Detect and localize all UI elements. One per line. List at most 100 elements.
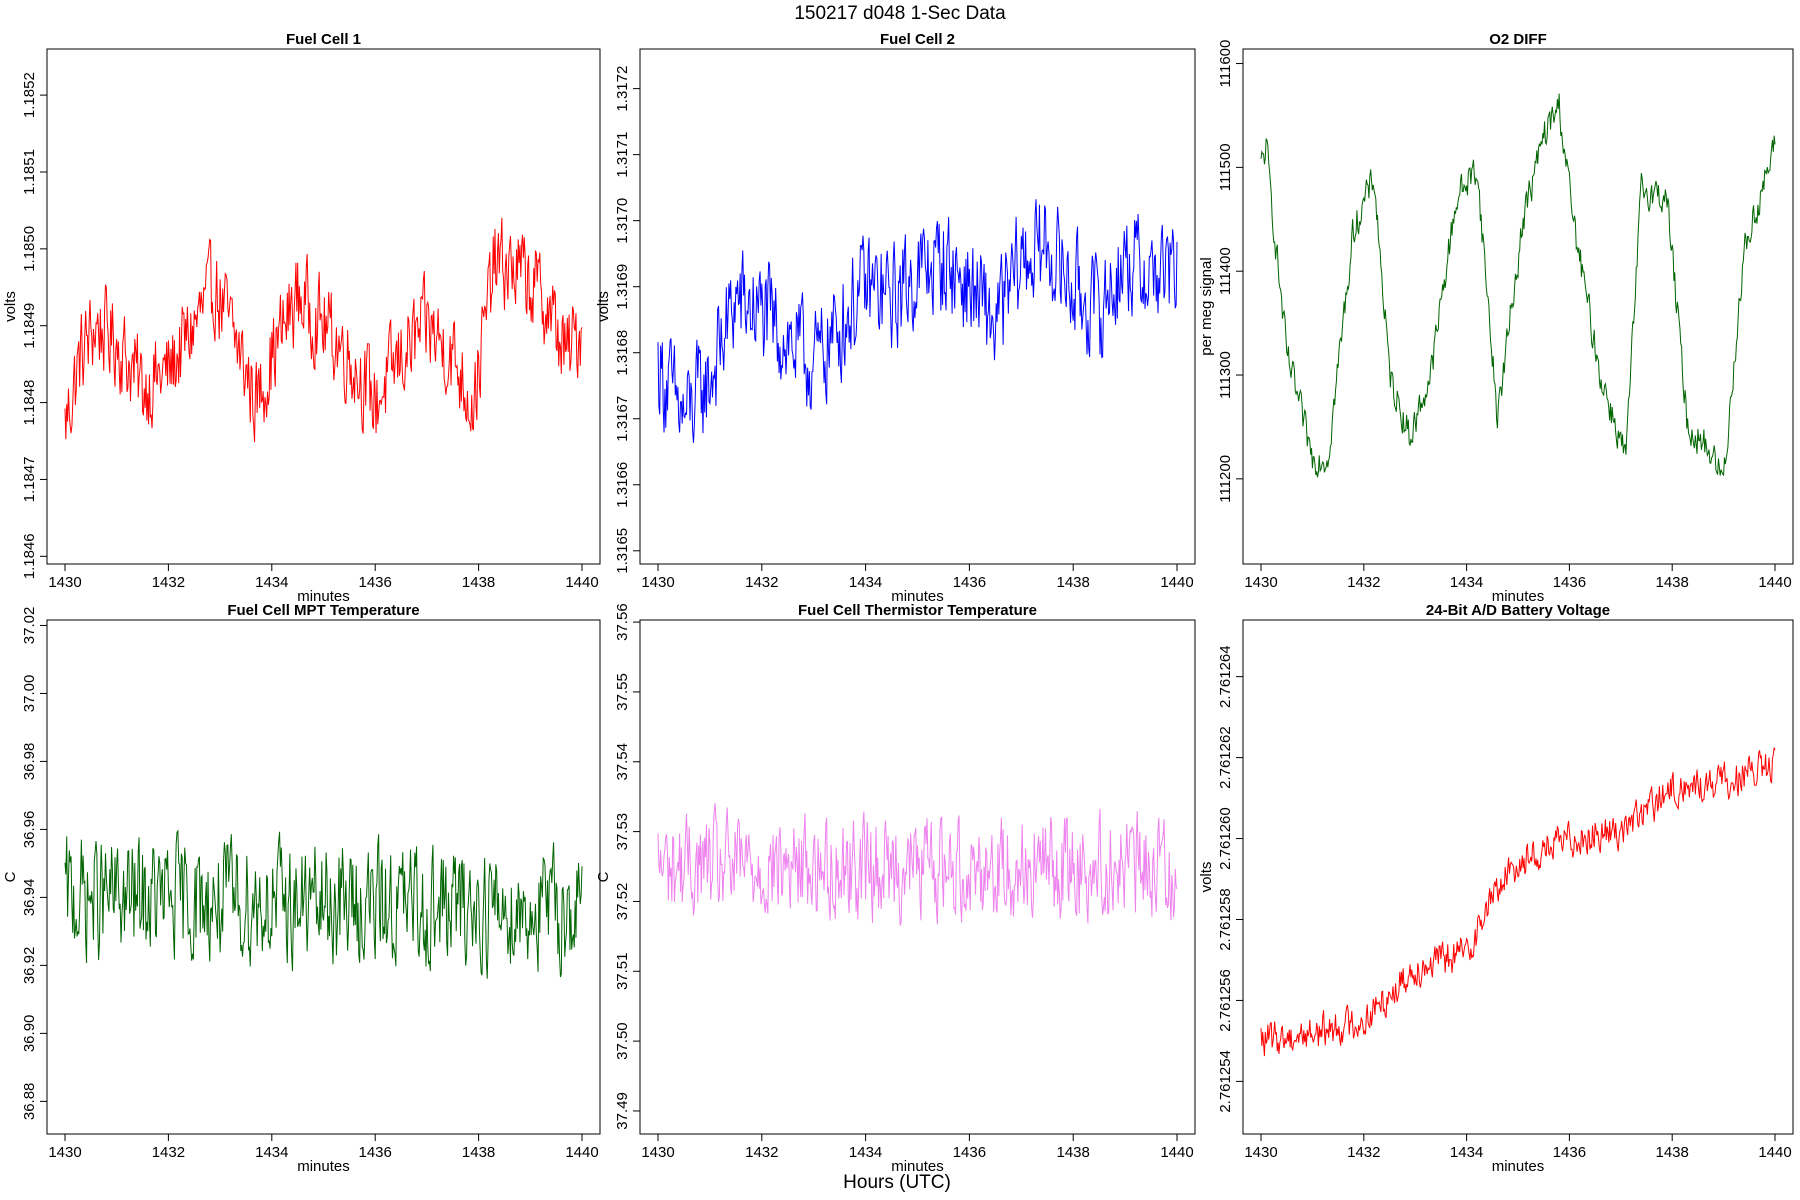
y-tick-label: 37.55 (614, 673, 631, 711)
y-tick-label: 36.98 (21, 743, 38, 781)
chart-panel-1: Fuel Cell 1 1430 1432 1434 1436 1438 1440 minut… (2, 31, 601, 605)
series-line (64, 829, 583, 979)
x-tick-label: 1434 (255, 1144, 288, 1161)
x-tick-label: 1432 (745, 1144, 778, 1161)
x-tick-label: 1434 (1450, 574, 1483, 591)
y-tick-label: 2.761254 (1217, 1050, 1234, 1113)
y-axis-label: C (2, 871, 19, 882)
chart-panel-6: 24-Bit A/D Battery Voltage 1430 1432 1434 14… (1198, 602, 1794, 1175)
x-tick-label: 1434 (849, 1144, 882, 1161)
y-tick-label: 37.52 (614, 883, 631, 921)
x-axis-label: minutes (1492, 588, 1545, 605)
x-tick-label: 1438 (1656, 1144, 1689, 1161)
x-tick-label: 1440 (565, 1144, 598, 1161)
x-tick-label: 1430 (641, 574, 674, 591)
y-axis-label: volts (595, 291, 612, 322)
y-tick-label: 111500 (1217, 143, 1234, 191)
y-tick-label: 2.761262 (1217, 726, 1234, 789)
x-tick-label: 1438 (462, 1144, 495, 1161)
y-tick-label: 36.92 (21, 947, 38, 985)
chart-panel-3: O2 DIFF 1430 1432 1434 1436 1438 1440 minutes 11… (1198, 31, 1794, 605)
x-tick-label: 1430 (48, 1144, 81, 1161)
y-tick-label: 37.02 (21, 607, 38, 645)
x-axis-label: minutes (891, 588, 944, 605)
x-tick-label: 1440 (1160, 574, 1193, 591)
x-tick-label: 1436 (953, 1144, 986, 1161)
series-line (64, 217, 583, 443)
y-tick-label: 37.53 (614, 813, 631, 851)
x-tick-label: 1432 (745, 574, 778, 591)
y-tick-label: 1.1852 (21, 72, 38, 118)
y-tick-label: 1.3172 (614, 66, 631, 112)
x-tick-label: 1430 (1244, 1144, 1277, 1161)
x-tick-label: 1436 (359, 574, 392, 591)
figure-title: 150217 d048 1-Sec Data (794, 3, 1006, 24)
x-tick-label: 1436 (1553, 1144, 1586, 1161)
y-tick-label: 37.56 (614, 603, 631, 641)
y-tick-label: 1.3171 (614, 132, 631, 178)
series-line (657, 803, 1178, 926)
chart-title: Fuel Cell 1 (286, 31, 361, 48)
x-tick-label: 1440 (565, 574, 598, 591)
x-axis-label: minutes (297, 1158, 350, 1175)
x-axis-label: minutes (1492, 1158, 1545, 1175)
y-tick-label: 1.3169 (614, 264, 631, 310)
y-tick-label: 1.3167 (614, 396, 631, 442)
series-line (1260, 93, 1776, 478)
x-tick-label: 1434 (849, 574, 882, 591)
y-tick-label: 111200 (1217, 455, 1234, 503)
y-tick-label: 37.51 (614, 953, 631, 991)
y-tick-label: 1.1848 (21, 380, 38, 426)
chart-title: 24-Bit A/D Battery Voltage (1426, 602, 1610, 619)
y-axis-label: per meg signal (1198, 257, 1215, 355)
y-tick-label: 1.3168 (614, 330, 631, 376)
chart-title: Fuel Cell Thermistor Temperature (798, 602, 1037, 619)
x-tick-label: 1438 (462, 574, 495, 591)
y-tick-label: 111400 (1217, 247, 1234, 295)
y-tick-label: 37.54 (614, 743, 631, 781)
x-tick-label: 1440 (1758, 1144, 1791, 1161)
x-tick-label: 1440 (1758, 574, 1791, 591)
y-tick-label: 1.1850 (21, 226, 38, 272)
plot-frame (639, 48, 1196, 565)
y-tick-label: 2.761264 (1217, 645, 1234, 708)
y-axis-label: volts (1198, 862, 1215, 893)
x-tick-label: 1432 (1347, 1144, 1380, 1161)
hours-utc-label: Hours (UTC) (843, 1172, 951, 1193)
x-tick-label: 1432 (1347, 574, 1380, 591)
panels-container: Fuel Cell 1 1430 1432 1434 1436 1438 1440 minut… (2, 31, 1794, 1175)
chart-title: Fuel Cell MPT Temperature (227, 602, 419, 619)
y-tick-label: 1.3170 (614, 198, 631, 244)
y-tick-label: 1.1851 (21, 149, 38, 195)
y-tick-label: 37.50 (614, 1022, 631, 1060)
y-axis-label: C (595, 871, 612, 882)
y-tick-label: 1.1846 (21, 533, 38, 579)
y-tick-label: 2.761256 (1217, 969, 1234, 1032)
y-tick-label: 37.49 (614, 1092, 631, 1130)
y-tick-label: 36.88 (21, 1083, 38, 1121)
chart-panel-2: Fuel Cell 2 1430 1432 1434 1436 1438 1440 minut… (595, 31, 1196, 605)
y-tick-label: 111600 (1217, 40, 1234, 88)
x-tick-label: 1432 (152, 1144, 185, 1161)
y-tick-label: 2.761258 (1217, 888, 1234, 951)
y-tick-label: 1.3166 (614, 462, 631, 508)
chart-panel-4: Fuel Cell MPT Temperature 1430 1432 1434 143… (2, 602, 601, 1175)
series-line (1260, 747, 1776, 1057)
x-tick-label: 1434 (255, 574, 288, 591)
x-tick-label: 1438 (1057, 574, 1090, 591)
y-tick-label: 36.90 (21, 1015, 38, 1053)
x-tick-label: 1430 (48, 574, 81, 591)
x-axis-label: minutes (297, 588, 350, 605)
x-tick-label: 1430 (1244, 574, 1277, 591)
y-tick-label: 2.761260 (1217, 807, 1234, 870)
x-tick-label: 1430 (641, 1144, 674, 1161)
x-tick-label: 1436 (1553, 574, 1586, 591)
x-axis-label: minutes (891, 1158, 944, 1175)
plot-frame (46, 619, 601, 1135)
x-tick-label: 1436 (953, 574, 986, 591)
plot-frame (1242, 48, 1794, 565)
y-tick-label: 111300 (1217, 351, 1234, 399)
y-axis-label: volts (2, 291, 19, 322)
chart-title: O2 DIFF (1489, 31, 1547, 48)
